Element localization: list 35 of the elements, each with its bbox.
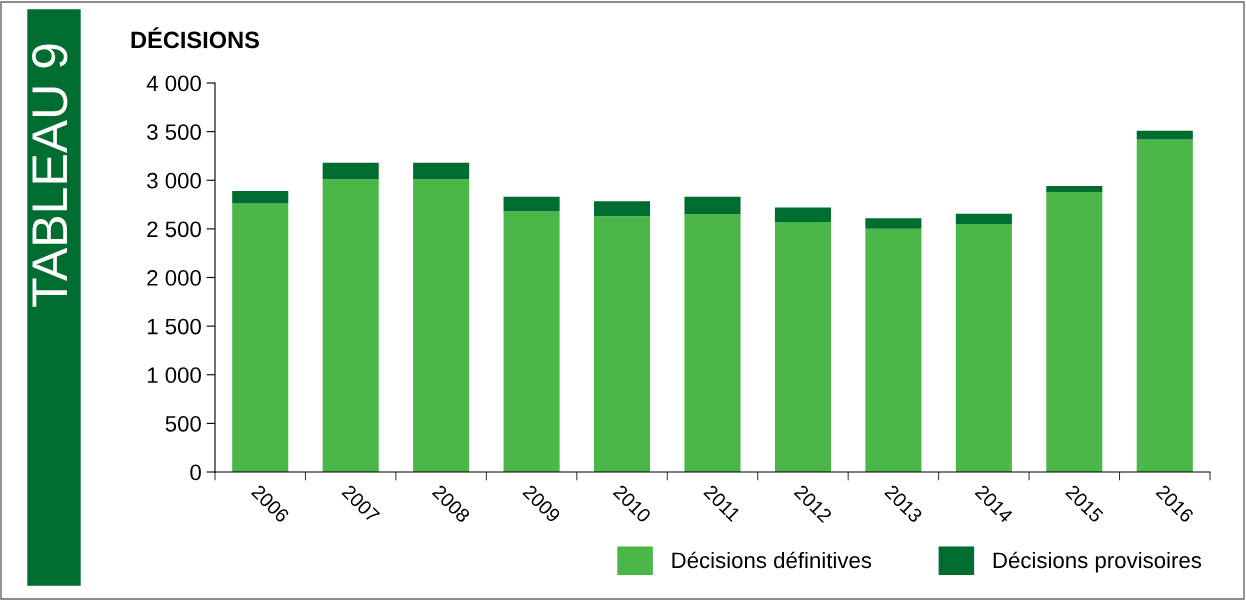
bar (503, 196, 560, 212)
y-tick-label: 2 500 (147, 221, 201, 238)
bar (955, 224, 1012, 472)
bar (774, 222, 831, 472)
y-tick-label: 3 000 (147, 172, 201, 189)
bar (413, 179, 470, 472)
bar (684, 214, 741, 472)
y-tick-label: 2 000 (147, 270, 201, 286)
chart-title: DÉCISIONS (131, 27, 259, 49)
y-tick-label: 3 500 (147, 124, 201, 140)
bar (594, 201, 651, 217)
legend-label: Décisions provisoires (993, 551, 1202, 573)
bar (594, 216, 651, 472)
bar (232, 190, 289, 204)
bar (1136, 139, 1193, 472)
bar (1136, 130, 1193, 140)
bar (865, 218, 922, 229)
bar (684, 196, 741, 215)
y-tick-label: 0 (190, 464, 201, 481)
bar (322, 179, 379, 472)
bar (774, 207, 831, 223)
bar (503, 211, 560, 472)
y-tick-label: 1 000 (147, 367, 201, 384)
bar (232, 203, 289, 472)
bar (1046, 191, 1103, 472)
bar (322, 162, 379, 180)
bar (955, 213, 1012, 225)
bar (865, 228, 922, 472)
y-tick-label: 500 (165, 415, 201, 432)
bar (1046, 186, 1103, 192)
bar (413, 162, 470, 180)
y-tick-label: 1 500 (147, 318, 201, 335)
legend-label: Décisions définitives (672, 551, 872, 569)
y-tick-label: 4 000 (146, 75, 201, 92)
text: TABLEAU 9 (32, 44, 68, 307)
